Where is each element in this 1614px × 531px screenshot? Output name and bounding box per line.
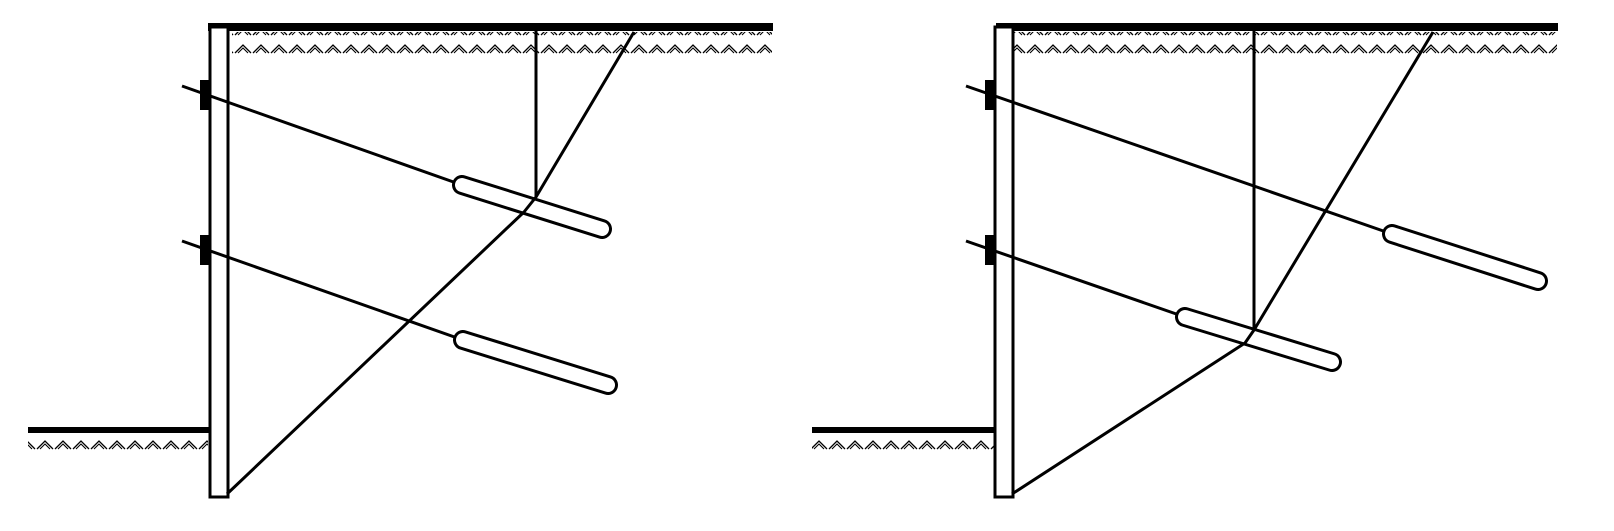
excavation-hatch [812, 434, 994, 456]
anchor-lower [181, 235, 618, 395]
anchor-tendon [181, 239, 464, 342]
grout-body-fill [456, 333, 615, 392]
anchor-tendon [965, 84, 1393, 236]
anchor-tendon [181, 84, 463, 187]
anchor-lower [965, 235, 1342, 372]
ground-hatch [1012, 32, 1557, 54]
anchor-upper [965, 80, 1548, 291]
excavation-hatch [28, 434, 208, 456]
grout-body-fill [1178, 310, 1339, 369]
anchor-tendon [965, 239, 1186, 319]
anchor-upper [181, 80, 612, 239]
left-panel [28, 23, 773, 499]
grout-body-fill [1385, 227, 1545, 288]
failure-plane [225, 31, 636, 496]
grout-body-fill [455, 178, 609, 236]
right-panel [812, 23, 1558, 499]
ground-hatch [232, 32, 772, 54]
failure-plane [1011, 31, 1435, 496]
